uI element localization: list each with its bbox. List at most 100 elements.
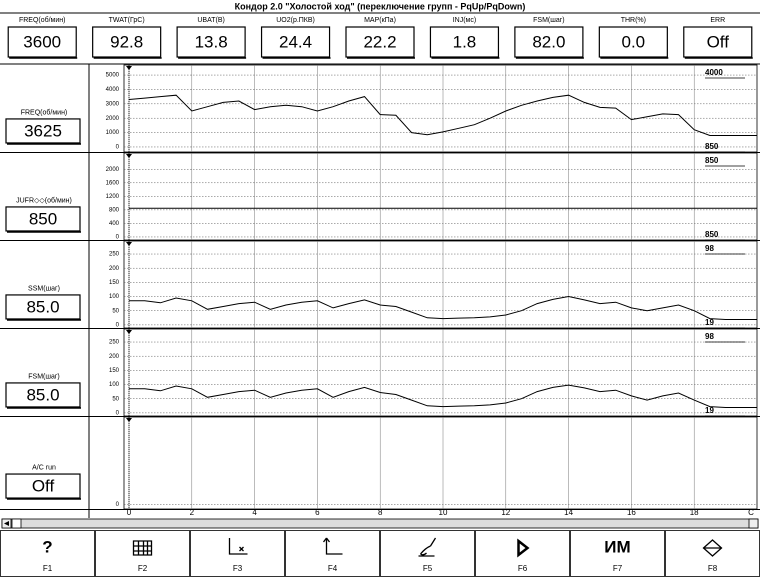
- range-label: 98: [705, 332, 714, 341]
- key-button[interactable]: [95, 530, 190, 577]
- key-icon: [702, 539, 723, 557]
- y-tick-label: 3000: [106, 101, 120, 107]
- y-tick-label: 0: [116, 502, 120, 508]
- x-tick-label: 16: [627, 508, 636, 517]
- gauge-label: INJ(мс): [453, 17, 476, 24]
- gauge-box: [598, 26, 668, 58]
- reading-box: [5, 382, 81, 408]
- reading-value: 3625: [24, 121, 62, 140]
- scroll-track: [1, 518, 759, 529]
- gauge-value: 24.4: [279, 32, 312, 51]
- y-tick-label: 800: [109, 207, 120, 213]
- key-icon: [418, 537, 437, 557]
- function-key[interactable]: ? F1: [0, 530, 95, 577]
- x-axis-label: C: [748, 508, 754, 517]
- key-icon: ИМ: [604, 537, 630, 556]
- y-tick-label: 0: [116, 322, 120, 328]
- y-tick-label: 1000: [106, 130, 120, 136]
- key-label: F1: [43, 564, 53, 573]
- x-tick-label: 4: [252, 508, 257, 517]
- key-label: F6: [518, 564, 528, 573]
- gauge-label: FSM(шаг): [533, 17, 565, 24]
- reading-value: 85.0: [26, 297, 59, 316]
- key-icon: [322, 537, 343, 555]
- x-tick-label: 12: [501, 508, 510, 517]
- function-key[interactable]: F8: [665, 530, 760, 577]
- function-key[interactable]: F4: [285, 530, 380, 577]
- reading-value: 85.0: [26, 385, 59, 404]
- range-label: 19: [705, 318, 714, 327]
- channel-label: FSM(шаг): [28, 374, 60, 381]
- gauge-value: 13.8: [195, 32, 228, 51]
- scroll-thumb[interactable]: [11, 518, 22, 529]
- key-label: F4: [328, 564, 338, 573]
- y-tick-label: 100: [109, 294, 120, 300]
- y-tick-label: 0: [116, 410, 120, 416]
- y-tick-label: 200: [109, 266, 120, 272]
- y-tick-label: 200: [109, 354, 120, 360]
- gauge-box: [429, 26, 500, 58]
- key-icon: ?: [42, 537, 52, 556]
- range-label: 850: [705, 156, 719, 165]
- plot-frame: [123, 240, 758, 329]
- channel-label: SSM(шаг): [28, 286, 60, 293]
- key-button[interactable]: [0, 530, 95, 577]
- channel-label: A/C run: [32, 464, 56, 471]
- data-line: [128, 94, 757, 136]
- function-key[interactable]: ИМ F7: [570, 530, 665, 577]
- y-tick-label: 250: [109, 340, 120, 346]
- y-tick-label: 400: [109, 221, 120, 227]
- gauge-value: 92.8: [110, 32, 143, 51]
- channel-label: FREQ(об/мин): [21, 109, 68, 117]
- key-label: F8: [708, 564, 718, 573]
- y-tick-label: 4000: [106, 87, 120, 93]
- key-label: F7: [613, 564, 623, 573]
- key-label: F2: [138, 564, 148, 573]
- key-button[interactable]: [570, 530, 665, 577]
- gauge-value: Off: [707, 32, 730, 51]
- y-tick-label: 5000: [106, 73, 120, 79]
- key-label: F5: [423, 564, 433, 573]
- reading-box: [5, 294, 81, 320]
- gauge-box: [7, 26, 77, 58]
- function-key[interactable]: F6: [475, 530, 570, 577]
- gauge-box: [92, 26, 162, 58]
- key-icon: [132, 540, 153, 556]
- y-tick-label: 150: [109, 368, 120, 374]
- function-key[interactable]: F3: [190, 530, 285, 577]
- gauge-box: [176, 26, 246, 58]
- range-label: 850: [705, 230, 719, 239]
- key-button[interactable]: [475, 530, 570, 577]
- function-key[interactable]: F5: [380, 530, 475, 577]
- gauge-box: [260, 26, 331, 58]
- y-tick-label: 50: [112, 308, 119, 314]
- gauge-label: MAP(кПа): [364, 17, 396, 24]
- window-title: Кондор 2.0 "Холостой ход" (переключение …: [235, 1, 526, 11]
- gauge-label: TWAT(ГрС): [109, 17, 145, 24]
- x-tick-label: 8: [378, 508, 383, 517]
- range-label: 19: [705, 406, 714, 415]
- x-tick-label: 14: [564, 508, 573, 517]
- reading-box: [5, 206, 81, 232]
- gauge-value: 3600: [23, 32, 61, 51]
- gauge-label: UO2(р.ПКВ): [276, 17, 315, 24]
- y-tick-label: 2000: [106, 116, 120, 122]
- arrow-icon: [4, 521, 9, 526]
- reading-box: [5, 473, 81, 499]
- key-button[interactable]: [285, 530, 380, 577]
- gauge-box: [514, 26, 584, 58]
- x-tick-label: 6: [315, 508, 320, 517]
- gauge-box: [683, 26, 753, 58]
- scrollbar[interactable]: [1, 518, 759, 529]
- gauge-value: 1.8: [453, 32, 477, 51]
- function-key[interactable]: F2: [95, 530, 190, 577]
- channel-label: JUFR◇◇(об/мин): [16, 197, 72, 205]
- scroll-right[interactable]: [748, 518, 759, 529]
- reading-value: 850: [29, 209, 57, 228]
- y-tick-label: 0: [116, 235, 120, 241]
- gauge-box: [345, 26, 415, 58]
- gauge-label: ERR: [710, 17, 725, 24]
- y-tick-label: 150: [109, 280, 120, 286]
- plot-frame: [123, 416, 758, 510]
